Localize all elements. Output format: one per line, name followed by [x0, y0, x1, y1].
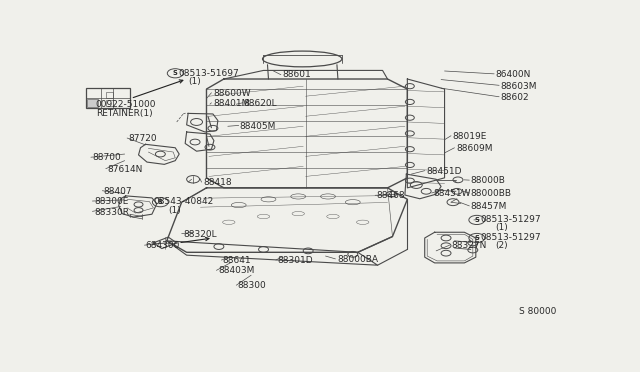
Text: S: S [158, 199, 163, 205]
Text: 08513-51697: 08513-51697 [178, 69, 239, 78]
Bar [86, 88, 129, 108]
Text: 88609M: 88609M [456, 144, 492, 153]
Text: 87720: 87720 [129, 134, 157, 143]
Text: 88327N: 88327N [451, 241, 486, 250]
Text: 88451W: 88451W [433, 189, 470, 198]
Text: 08543-40842: 08543-40842 [154, 197, 214, 206]
Text: 00922-51000: 00922-51000 [96, 100, 156, 109]
Text: 88301D: 88301D [277, 256, 313, 265]
Text: 88330R: 88330R [94, 208, 129, 217]
Text: (1): (1) [495, 224, 508, 232]
Text: 684300: 684300 [145, 241, 180, 250]
Text: 08513-51297: 08513-51297 [481, 215, 541, 224]
Text: 88457M: 88457M [471, 202, 508, 211]
Circle shape [152, 198, 168, 207]
Text: 88405M: 88405M [240, 122, 276, 131]
Text: 88468: 88468 [376, 191, 405, 201]
Bar [106, 93, 113, 98]
Text: 88602: 88602 [500, 93, 529, 102]
Text: (1): (1) [168, 206, 181, 215]
Text: 88620L: 88620L [244, 99, 277, 108]
Text: 88451D: 88451D [426, 167, 461, 176]
Circle shape [167, 69, 183, 78]
Text: 88300E: 88300E [94, 197, 128, 206]
Text: 88407: 88407 [104, 187, 132, 196]
Text: 88401M: 88401M [213, 99, 250, 108]
Text: RETAINER(1): RETAINER(1) [96, 109, 152, 118]
Text: 88000BB: 88000BB [471, 189, 512, 198]
Text: 88700: 88700 [92, 153, 121, 162]
Text: 87614N: 87614N [108, 165, 143, 174]
Text: (1): (1) [188, 77, 201, 86]
Text: 88300: 88300 [237, 281, 266, 290]
Text: 08513-51297: 08513-51297 [481, 234, 541, 243]
Text: 88000BA: 88000BA [337, 255, 378, 264]
Circle shape [469, 233, 484, 243]
Text: S 80000: S 80000 [519, 307, 556, 316]
Text: S: S [173, 70, 178, 76]
Text: 88019E: 88019E [452, 132, 486, 141]
Text: (2): (2) [495, 241, 508, 250]
Bar [106, 100, 113, 106]
Text: 88600W: 88600W [213, 89, 250, 98]
Circle shape [469, 215, 484, 225]
Text: 88418: 88418 [203, 178, 232, 187]
Text: 86400N: 86400N [495, 70, 531, 79]
Text: 88000B: 88000B [471, 176, 506, 185]
Text: 88403M: 88403M [218, 266, 254, 275]
Text: S: S [474, 217, 479, 223]
Text: S: S [474, 235, 479, 241]
Text: 88320L: 88320L [183, 230, 217, 239]
Text: 88603M: 88603M [500, 82, 537, 91]
Text: 88641: 88641 [223, 256, 252, 265]
Bar [88, 99, 99, 108]
Text: 88601: 88601 [282, 70, 311, 79]
